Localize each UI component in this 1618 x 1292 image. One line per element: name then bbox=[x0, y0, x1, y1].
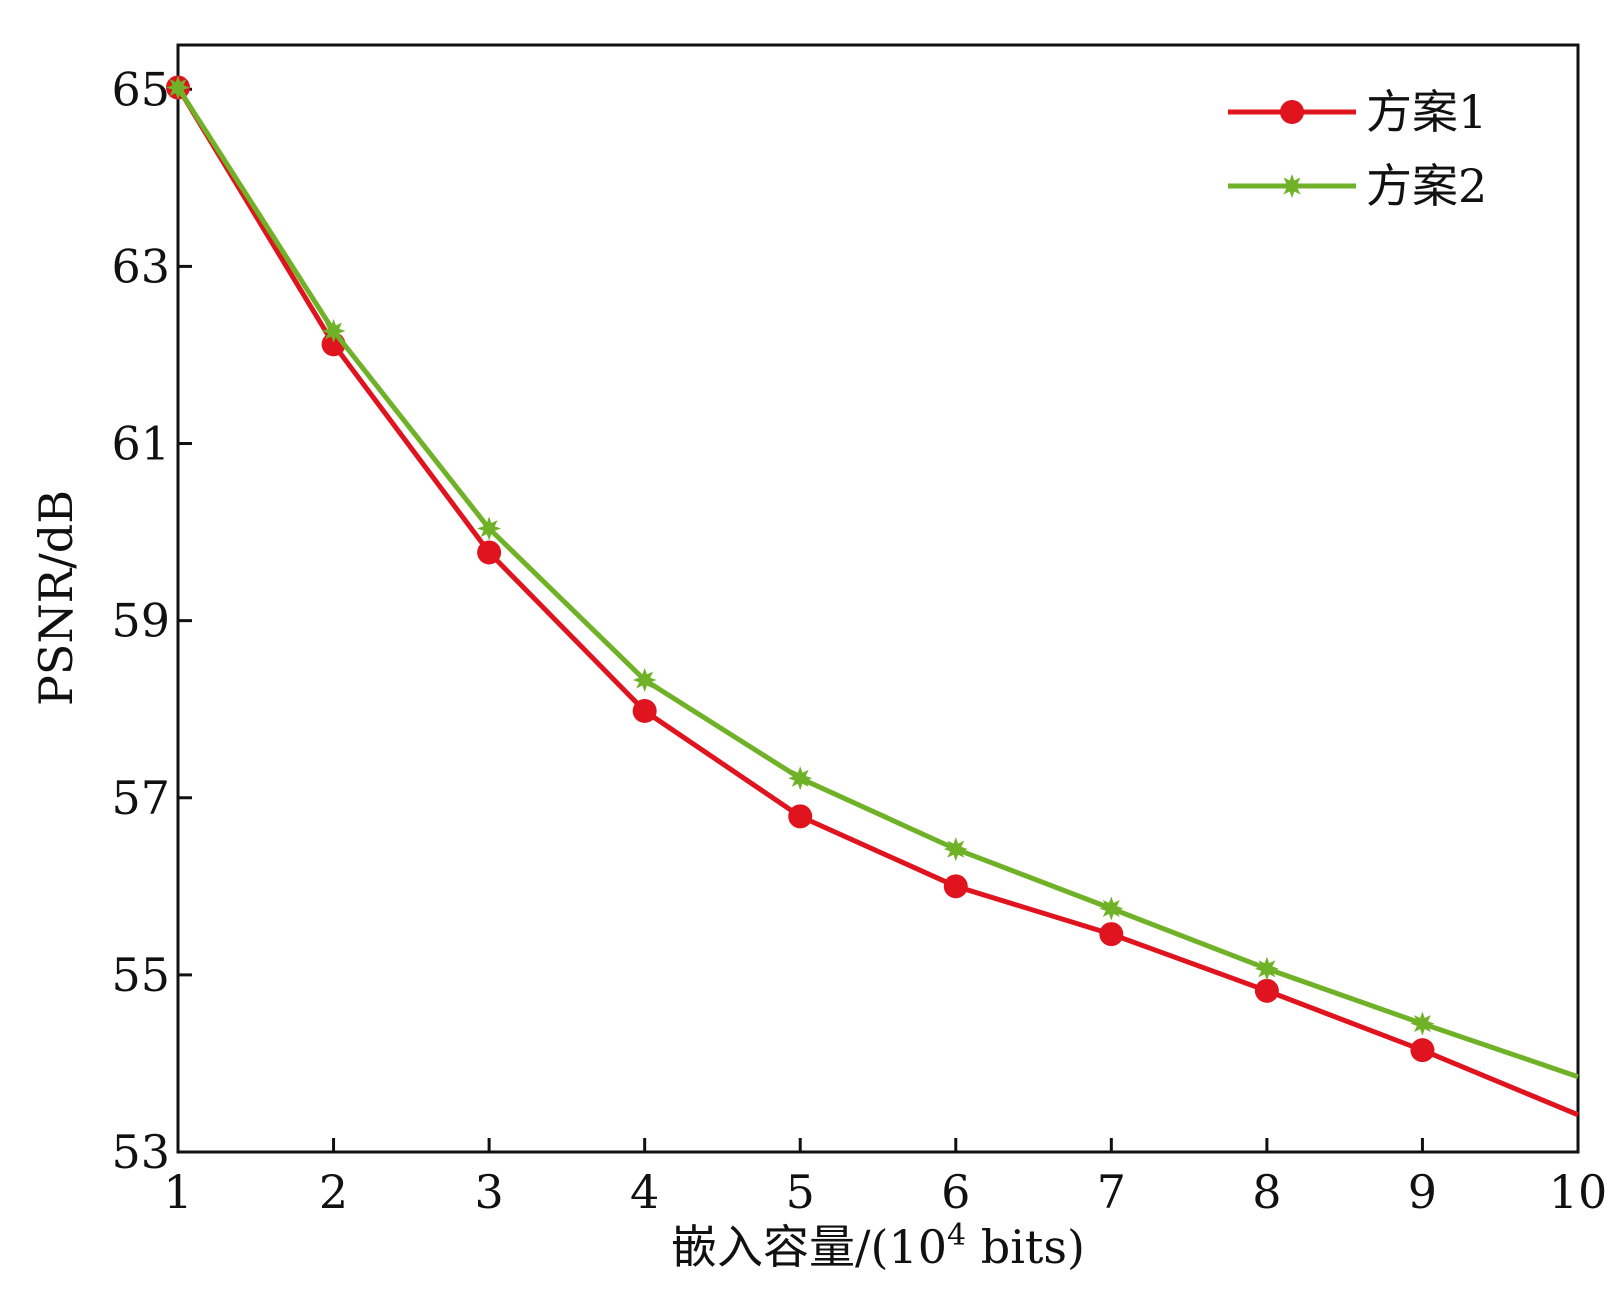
legend-label-series-1: 方案1 bbox=[1366, 85, 1487, 139]
x-axis-title: 嵌入容量/(104 bits) bbox=[671, 1218, 1085, 1274]
series-2-point bbox=[166, 75, 190, 100]
x-axis-title-tail: bits) bbox=[966, 1220, 1085, 1274]
series-1-point bbox=[632, 698, 657, 723]
x-tick-label: 3 bbox=[474, 1165, 503, 1219]
series-2-point bbox=[788, 766, 813, 791]
x-axis-title-superscript: 4 bbox=[947, 1218, 966, 1253]
series-1-point bbox=[477, 540, 502, 565]
series-1-point bbox=[1254, 978, 1279, 1003]
x-tick-label: 1 bbox=[163, 1165, 192, 1219]
series-2-point bbox=[321, 319, 346, 343]
series-2-point bbox=[477, 516, 502, 541]
y-tick-label: 61 bbox=[111, 417, 170, 471]
series-layer bbox=[166, 75, 1579, 1118]
y-tick-label: 59 bbox=[111, 594, 170, 648]
y-tick-label: 65 bbox=[111, 62, 170, 116]
x-tick-label: 5 bbox=[786, 1165, 815, 1219]
series-1-point bbox=[943, 874, 968, 899]
x-tick-label: 8 bbox=[1252, 1165, 1281, 1219]
series-2-line bbox=[175, 86, 1579, 1080]
x-tick-label: 10 bbox=[1549, 1165, 1608, 1219]
y-tick-label: 55 bbox=[111, 948, 170, 1002]
y-axis-title: PSNR/dB bbox=[29, 490, 83, 706]
legend-marker-series-1 bbox=[1280, 100, 1304, 124]
series-2-point bbox=[632, 668, 657, 692]
x-tick-label: 6 bbox=[941, 1165, 970, 1219]
x-tick-label: 4 bbox=[630, 1165, 659, 1219]
y-tick-label: 53 bbox=[111, 1125, 170, 1179]
x-tick-label: 7 bbox=[1097, 1165, 1126, 1219]
series-1-point bbox=[1410, 1038, 1435, 1063]
series-2-point bbox=[1099, 896, 1124, 921]
legend-marker-series-2 bbox=[1280, 174, 1304, 198]
plot-area-frame bbox=[176, 43, 1580, 1154]
series-1-point bbox=[1099, 922, 1124, 947]
series-1-point bbox=[788, 804, 813, 829]
legend: 方案1 方案2 bbox=[1228, 85, 1487, 213]
y-axis: 53 55 57 59 61 63 65 bbox=[111, 62, 192, 1179]
series-2-point bbox=[1410, 1011, 1435, 1036]
y-tick-label: 57 bbox=[111, 771, 170, 825]
series-1-line bbox=[175, 86, 1579, 1118]
series-2-point bbox=[1254, 956, 1279, 981]
x-axis: 1 2 3 4 5 6 7 8 9 10 bbox=[163, 1138, 1607, 1219]
x-axis-title-main: 嵌入容量/(10 bbox=[671, 1220, 947, 1274]
x-tick-label: 2 bbox=[319, 1165, 348, 1219]
x-tick-label: 9 bbox=[1408, 1165, 1437, 1219]
y-tick-label: 63 bbox=[111, 239, 170, 293]
legend-label-series-2: 方案2 bbox=[1366, 159, 1487, 213]
legend-star-shape bbox=[1280, 174, 1304, 198]
series-2-point bbox=[943, 837, 968, 862]
